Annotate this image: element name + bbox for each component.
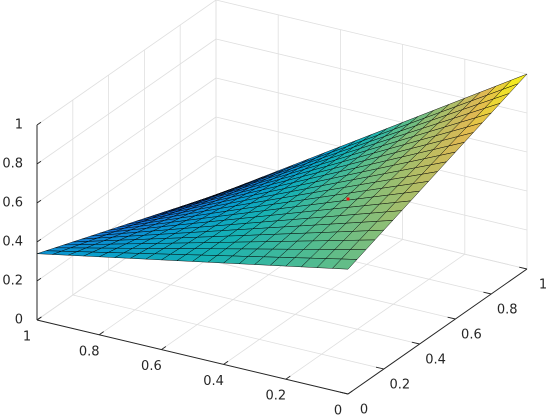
floor-grid-line (223, 239, 403, 365)
surface-facet (332, 258, 358, 270)
y-tick-mark (519, 266, 528, 270)
z-tick-label: 0 (15, 313, 23, 328)
y-tick-label: 0 (360, 403, 368, 418)
x-tick-label: 0.4 (203, 374, 224, 389)
wall-grid-line (215, 0, 528, 75)
z-tick-label: 1 (15, 118, 23, 133)
z-tick-label: 0.6 (2, 196, 23, 211)
y-tick-label: 0.8 (497, 303, 518, 318)
wall-grid-line (215, 77, 528, 153)
x-axis-line (36, 319, 349, 395)
wall-grid-line (36, 77, 217, 204)
x-tick-mark (285, 375, 291, 380)
x-tick-label: 0.2 (265, 389, 286, 404)
floor-grid-line (285, 253, 466, 380)
z-tick-mark (36, 199, 42, 204)
wall-grid-line (36, 38, 217, 165)
y-axis-line (347, 268, 528, 395)
marker-layer (346, 197, 350, 201)
y-tick-label: 0.6 (461, 328, 482, 343)
y-tick-mark (447, 316, 456, 320)
y-tick-label: 0.4 (425, 353, 446, 368)
z-tick-mark (36, 160, 42, 165)
y-tick-mark (375, 366, 384, 370)
z-tick-mark (36, 238, 42, 243)
x-tick-mark (223, 360, 229, 365)
surface-mesh (36, 73, 528, 270)
axes (36, 121, 528, 395)
x-tick-label: 0.6 (141, 359, 162, 374)
z-tick-label: 0.2 (2, 274, 23, 289)
x-tick-label: 0 (334, 404, 342, 418)
x-tick-label: 1 (23, 330, 31, 345)
x-tick-mark (161, 346, 167, 350)
tick-labels: 00.20.40.60.8100.20.40.60.8100.20.40.60.… (2, 118, 547, 418)
z-tick-mark (36, 121, 42, 126)
z-tick-label: 0.8 (2, 157, 23, 172)
data-marker (346, 197, 350, 201)
z-tick-mark (36, 316, 42, 321)
wall-grid-line (36, 155, 217, 282)
wall-grid-line (36, 116, 217, 243)
z-tick-label: 0.4 (2, 235, 23, 250)
y-tick-label: 0.2 (389, 378, 410, 393)
z-tick-mark (36, 277, 42, 282)
x-tick-mark (98, 331, 104, 336)
wall-grid-line (36, 0, 217, 126)
floor-grid-line (72, 294, 384, 370)
x-tick-label: 0.8 (79, 344, 100, 359)
y-tick-mark (411, 341, 420, 345)
y-tick-mark (340, 391, 349, 395)
y-tick-label: 1 (539, 278, 547, 293)
x-tick-mark (347, 390, 353, 395)
y-tick-mark (483, 291, 492, 295)
floor-grid-line (108, 269, 420, 345)
